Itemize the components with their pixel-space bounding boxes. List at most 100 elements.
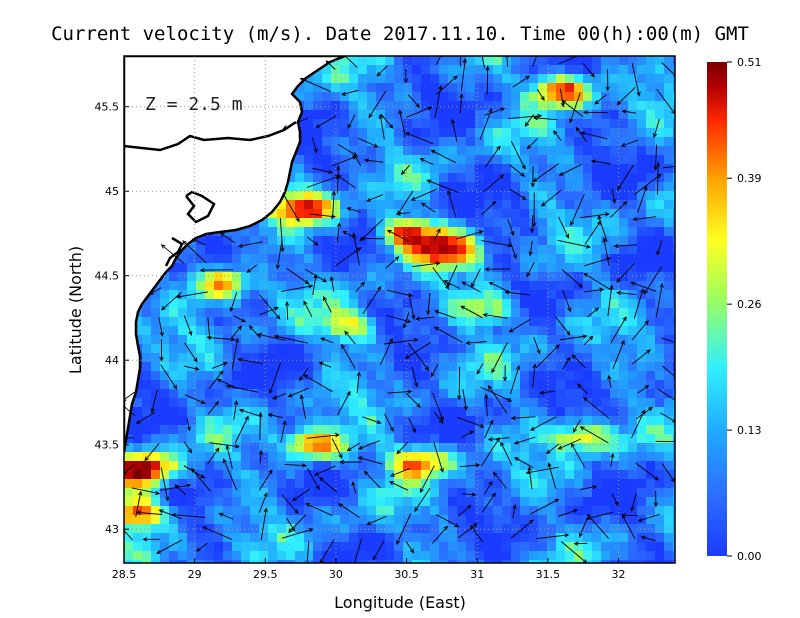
heatmap-cell (376, 263, 386, 273)
heatmap-cell (403, 83, 413, 93)
heatmap-cell (178, 515, 188, 525)
heatmap-cell (520, 155, 530, 165)
heatmap-cell (466, 146, 476, 156)
velocity-arrow-head (341, 91, 347, 96)
heatmap-cell (655, 191, 665, 201)
heatmap-cell (502, 542, 512, 552)
velocity-arrow-head (216, 378, 222, 383)
heatmap-cell (484, 191, 494, 201)
heatmap-cell (493, 308, 503, 318)
velocity-arrow (526, 466, 559, 474)
heatmap-cell (457, 236, 467, 246)
heatmap-cell (304, 389, 314, 399)
heatmap-cell (637, 470, 647, 480)
heatmap-cell (430, 164, 440, 174)
velocity-arrow (337, 144, 358, 156)
heatmap-cell (349, 119, 359, 129)
heatmap-cell (322, 227, 332, 237)
heatmap-cell (304, 371, 314, 381)
heatmap-cell (196, 533, 206, 543)
velocity-arrow-head (654, 476, 660, 481)
heatmap-cell (655, 218, 665, 228)
heatmap-cell (655, 551, 665, 561)
heatmap-cell (160, 335, 170, 345)
heatmap-cell (493, 209, 503, 219)
heatmap-cell (520, 452, 530, 462)
heatmap-cell (601, 398, 611, 408)
heatmap-cell (322, 317, 332, 327)
velocity-arrow (319, 477, 338, 493)
heatmap-cell (619, 416, 629, 426)
heatmap-cell (304, 173, 314, 183)
heatmap-cell (475, 452, 485, 462)
colorbar-tick-label: 0.51 (737, 56, 762, 69)
velocity-arrow-head (305, 566, 308, 570)
heatmap-cell (421, 119, 431, 129)
heatmap-cell (484, 74, 494, 84)
velocity-arrow (630, 410, 645, 439)
velocity-arrow-head (366, 197, 372, 202)
velocity-arrow (131, 487, 160, 495)
velocity-arrow (372, 540, 385, 560)
heatmap-cell (646, 200, 656, 210)
heatmap-cell (313, 335, 323, 345)
heatmap-cell (124, 452, 134, 462)
heatmap-cell (259, 452, 269, 462)
velocity-arrow-head (414, 382, 419, 388)
heatmap-cell (160, 542, 170, 552)
heatmap-cell (601, 479, 611, 489)
heatmap-cell (376, 227, 386, 237)
heatmap-cell (610, 110, 620, 120)
heatmap-cell (610, 434, 620, 444)
heatmap-cell (439, 245, 449, 255)
heatmap-cell (340, 398, 350, 408)
velocity-arrow (510, 519, 534, 539)
velocity-arrow-head (346, 447, 352, 452)
heatmap-cell (628, 290, 638, 300)
heatmap-cell (610, 551, 620, 561)
heatmap-cell (475, 209, 485, 219)
heatmap-cell (655, 200, 665, 210)
heatmap-cell (619, 128, 629, 138)
heatmap-cell (367, 173, 377, 183)
heatmap-cell (340, 515, 350, 525)
heatmap-cell (394, 155, 404, 165)
heatmap-cell (511, 290, 521, 300)
heatmap-cell (628, 407, 638, 417)
velocity-arrow (560, 335, 587, 341)
velocity-arrow (532, 364, 536, 388)
heatmap-cell (169, 434, 179, 444)
heatmap-cell (511, 245, 521, 255)
heatmap-cell (268, 299, 278, 309)
velocity-arrow-head (484, 266, 490, 272)
heatmap-cell (367, 533, 377, 543)
heatmap-cell (412, 281, 422, 291)
velocity-arrow (610, 316, 627, 343)
heatmap-cell (259, 524, 269, 534)
velocity-arrow-head (583, 272, 589, 278)
heatmap-cell (574, 155, 584, 165)
velocity-arrow-head (400, 170, 406, 175)
heatmap-cell (205, 434, 215, 444)
heatmap-cell (241, 290, 251, 300)
heatmap-cell (151, 344, 161, 354)
heatmap-cell (214, 551, 224, 561)
heatmap-cell (286, 551, 296, 561)
heatmap-cell (421, 101, 431, 111)
heatmap-cell (367, 137, 377, 147)
heatmap-cell (313, 281, 323, 291)
velocity-arrow-head (237, 357, 243, 362)
heatmap-cell (628, 380, 638, 390)
heatmap-cell (547, 236, 557, 246)
heatmap-cell (538, 290, 548, 300)
heatmap-cell (358, 200, 368, 210)
heatmap-cell (673, 560, 675, 563)
heatmap-cell (520, 479, 530, 489)
heatmap-cell (421, 155, 431, 165)
velocity-arrow-head (443, 280, 449, 285)
heatmap-cell (502, 83, 512, 93)
velocity-arrow (580, 485, 597, 491)
velocity-arrow (368, 90, 387, 118)
heatmap-cell (358, 560, 368, 563)
heatmap-cell (448, 299, 458, 309)
